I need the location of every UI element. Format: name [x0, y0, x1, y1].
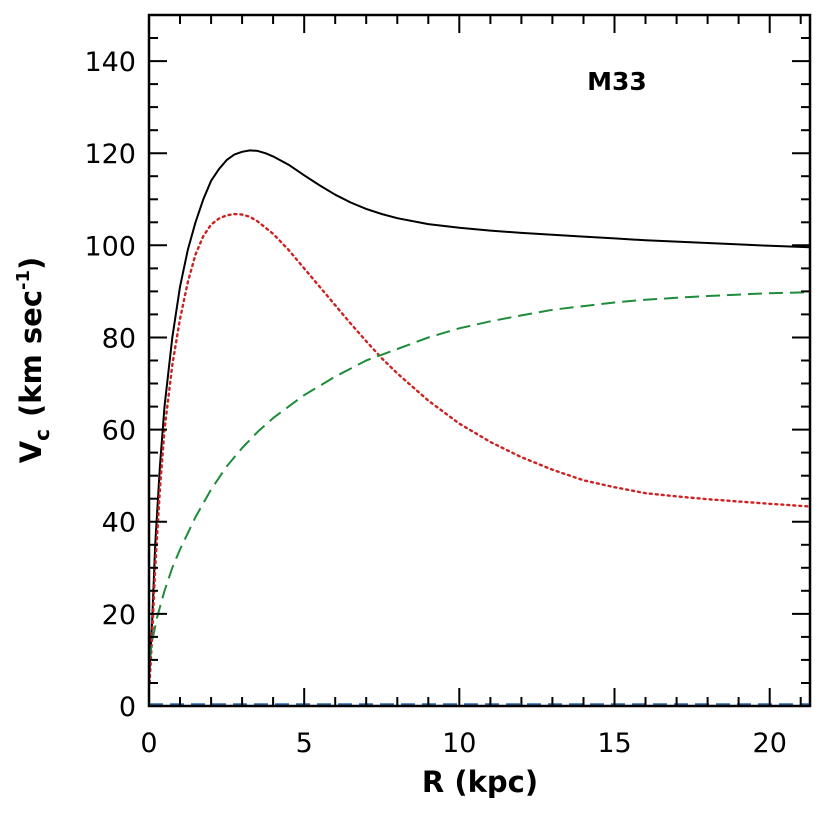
- chart-annotation: M33: [587, 67, 647, 96]
- y-tick-label: 100: [84, 231, 136, 262]
- axis-ticks: [148, 14, 810, 707]
- y-tick-label: 20: [102, 600, 136, 631]
- y-axis-title-unit: (km sec: [14, 290, 48, 417]
- y-axis-title-main: V: [14, 440, 48, 463]
- y-tick-label: 120: [84, 139, 136, 170]
- x-tick-label: 15: [597, 728, 631, 759]
- y-tick-label: 0: [119, 692, 136, 723]
- y-tick-label: 80: [102, 324, 136, 355]
- series-line-1-solid: [148, 149, 811, 670]
- series-layer: [148, 149, 812, 706]
- y-axis-title: Vc (km sec-1): [13, 257, 54, 464]
- plot-area-background: [149, 15, 810, 706]
- x-tick-label: 10: [442, 728, 476, 759]
- y-tick-label: 140: [84, 47, 136, 78]
- tick-labels: 0 5 10 15 20 0 20 40 60 80 100 120 140: [84, 47, 786, 759]
- series-line-3-dashed: [148, 291, 811, 661]
- y-axis-title-unit-close: ): [14, 257, 48, 270]
- x-tick-label: 5: [296, 728, 313, 759]
- y-tick-label: 60: [102, 416, 136, 447]
- x-tick-label: 20: [753, 728, 787, 759]
- y-axis-title-unit-exp: -1: [13, 270, 34, 290]
- x-axis-title: R (kpc): [422, 765, 538, 799]
- series-line-2-dotted: [148, 212, 812, 685]
- y-tick-label: 40: [102, 508, 136, 539]
- y-axis-title-sub: c: [30, 429, 54, 441]
- x-tick-label: 0: [140, 728, 157, 759]
